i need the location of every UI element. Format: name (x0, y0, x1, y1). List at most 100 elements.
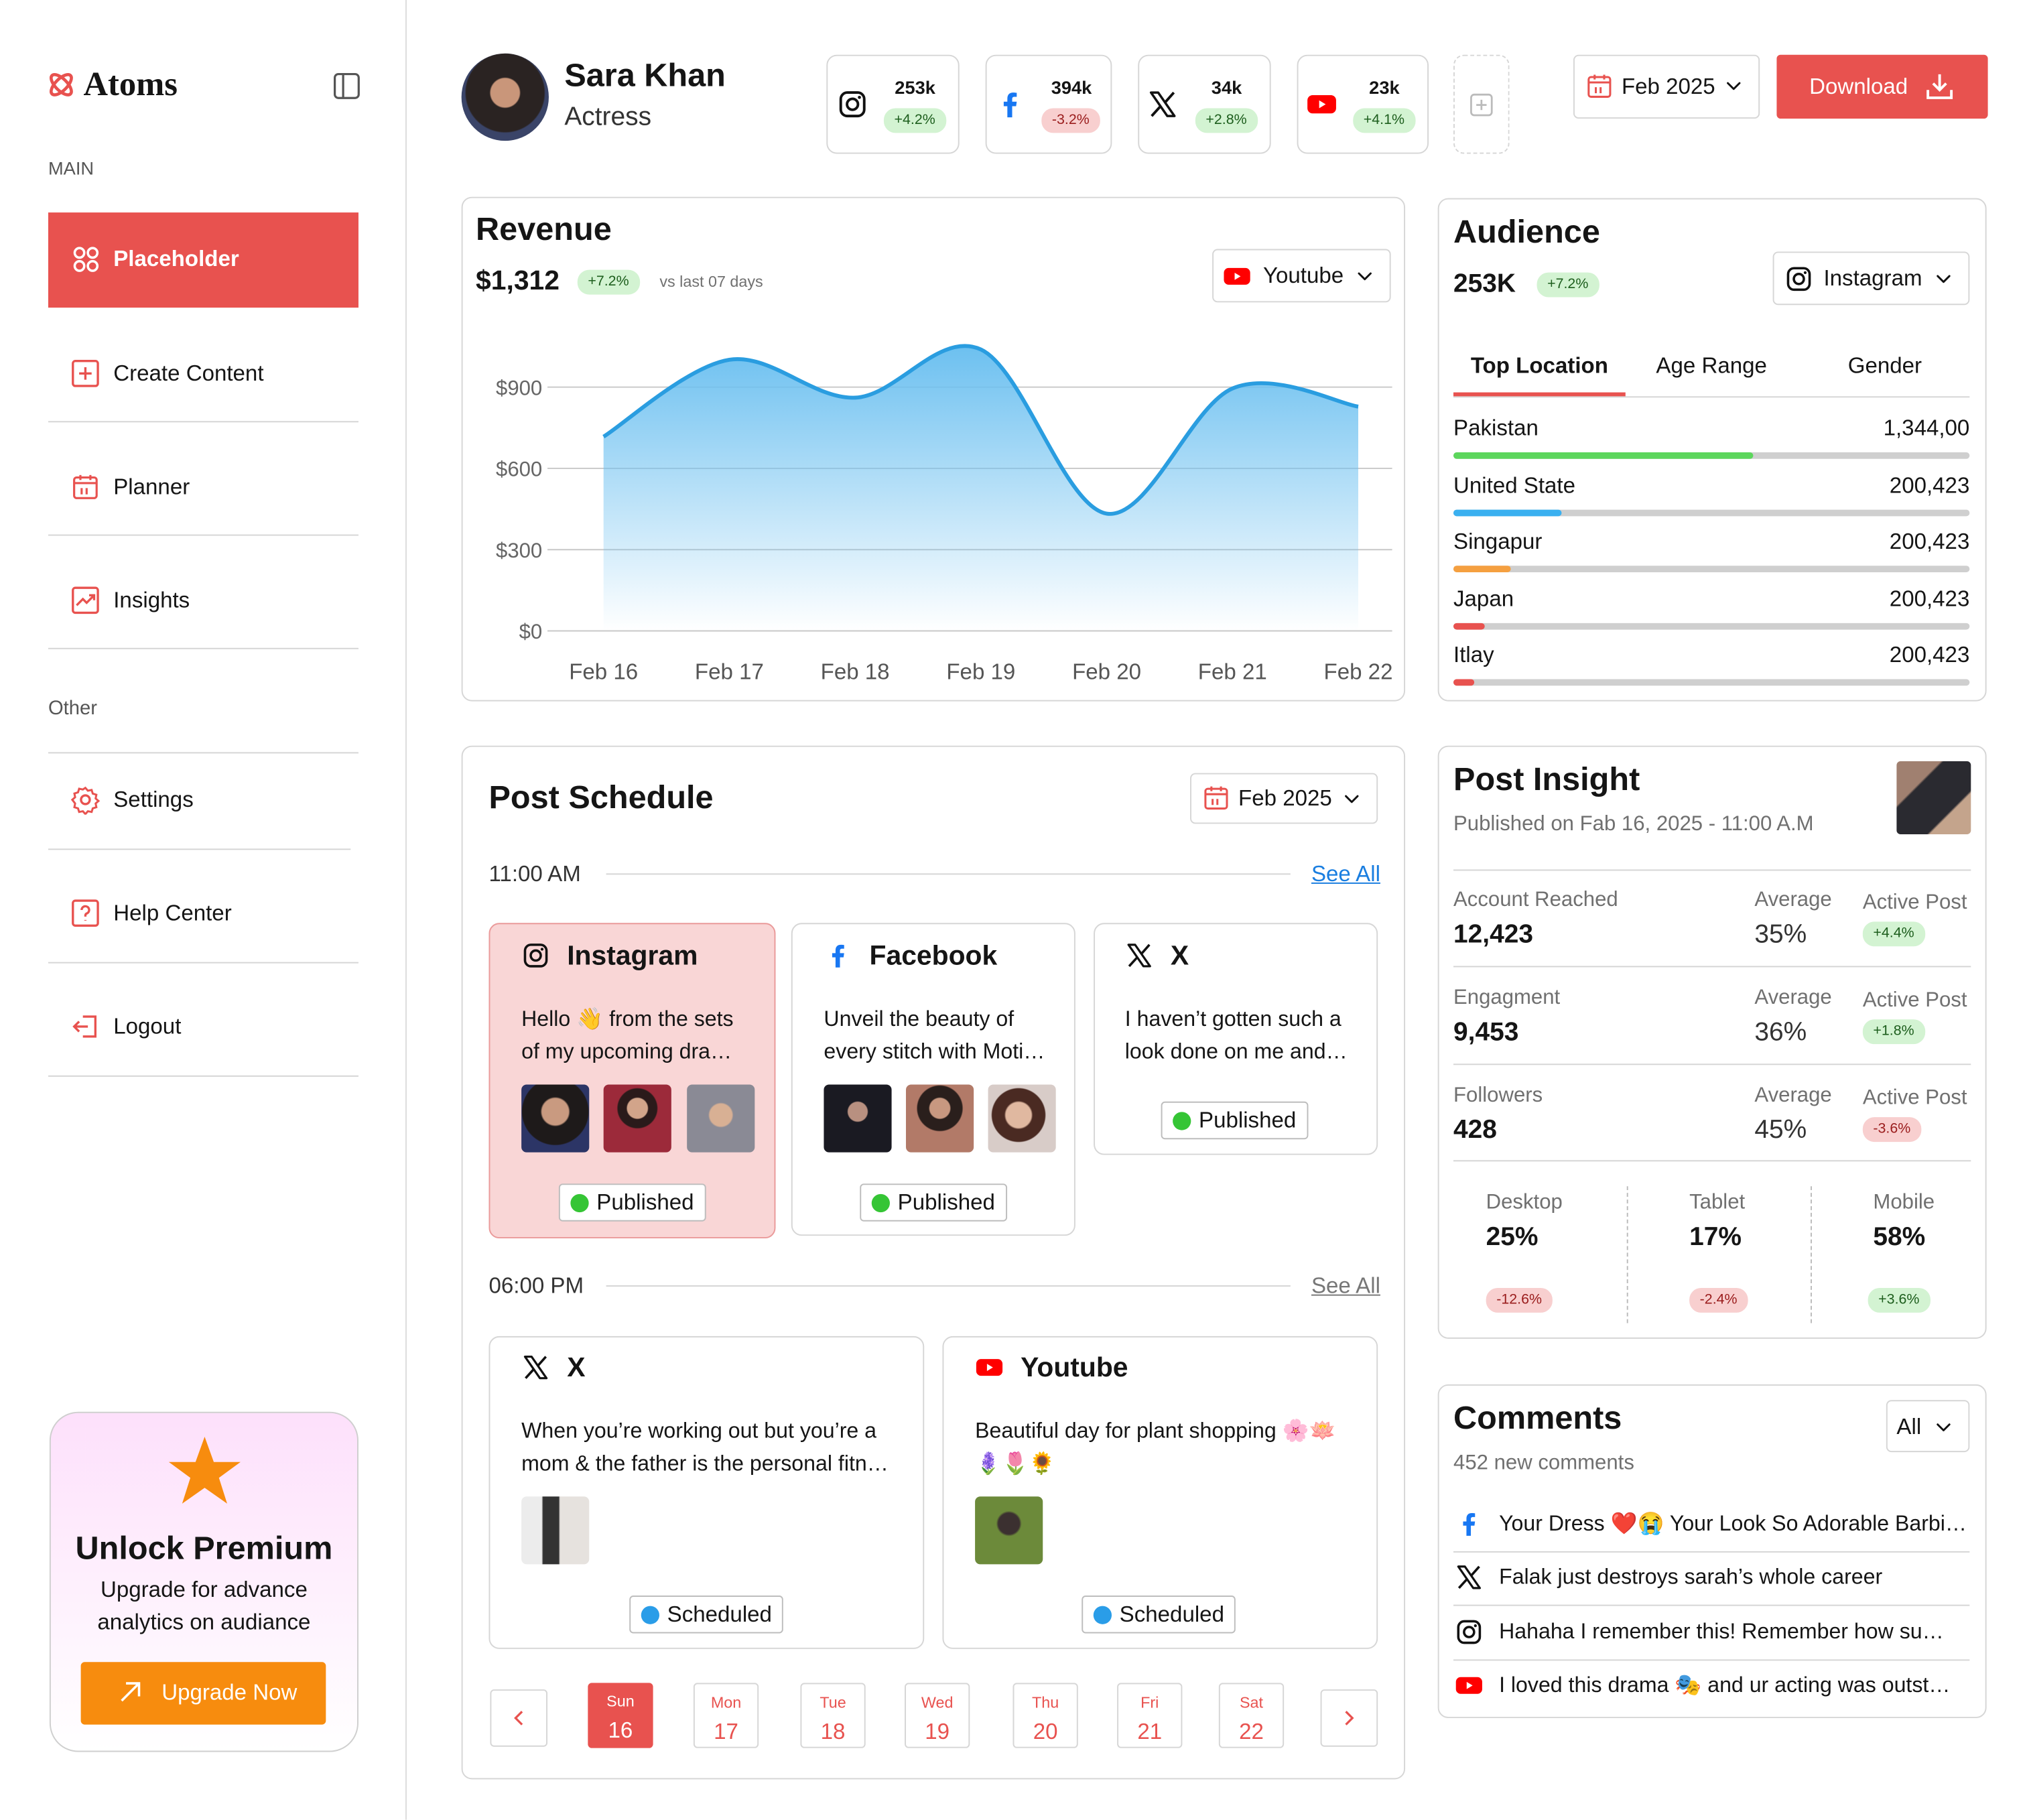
post-platform: Facebook (869, 941, 998, 972)
nav-label[interactable]: Insights (113, 588, 190, 613)
day[interactable]: Mon 17 (693, 1683, 759, 1748)
youtube-icon (1455, 1671, 1484, 1700)
published-date: Published on Fab 16, 2025 - 11:00 A.M (1453, 813, 1814, 836)
location-track (1453, 623, 1970, 630)
status-label: Published (897, 1190, 995, 1216)
post-platform: X (567, 1353, 586, 1383)
tab[interactable]: Gender (1847, 353, 1922, 379)
location-value: 1,344,00 (1883, 415, 1970, 441)
status-pill: Scheduled (1082, 1596, 1236, 1634)
day[interactable]: Tue 18 (800, 1683, 866, 1748)
stat-change: +2.8% (1195, 108, 1258, 133)
next-button[interactable] (1320, 1689, 1378, 1747)
nav-label: Placeholder (113, 246, 239, 271)
post-photo (1896, 761, 1971, 834)
x-tick-label: Feb 16 (569, 660, 638, 685)
day[interactable]: Thu 20 (1012, 1683, 1078, 1748)
active-label: Active Post (1862, 891, 1967, 914)
day-date: 18 (820, 1719, 846, 1744)
location-name: Japan (1453, 586, 1514, 611)
comment-text: Falak just destroys sarah’s whole career (1499, 1565, 1883, 1589)
section-label: MAIN (48, 157, 94, 179)
nav-separator (48, 421, 358, 423)
day[interactable]: Sat 22 (1218, 1683, 1285, 1748)
day-active[interactable]: Sun 16 (588, 1683, 653, 1748)
y-tick-label: $0 (519, 620, 543, 643)
see-all-link[interactable]: See All (1311, 861, 1380, 887)
day-date: 22 (1239, 1719, 1264, 1744)
nav-icon (72, 586, 99, 614)
stat-card[interactable] (826, 54, 960, 154)
slot-line (606, 873, 1291, 875)
audience-total: 253K (1453, 269, 1516, 299)
divider (1811, 1186, 1812, 1323)
tab-underline (1453, 392, 1626, 397)
see-all-link[interactable]: See All (1311, 1273, 1380, 1299)
premium-text: Upgrade for advance analytics on audianc… (97, 1577, 311, 1635)
day-name: Wed (921, 1693, 954, 1712)
day[interactable]: Wed 19 (905, 1683, 970, 1748)
separator (1453, 966, 1971, 968)
x-icon (521, 1353, 550, 1382)
device-value: 25% (1486, 1222, 1539, 1252)
facebook-icon (824, 941, 852, 970)
stat-value: 253k (895, 76, 935, 98)
nav-label[interactable]: Logout (113, 1014, 182, 1039)
nav-label[interactable]: Help Center (113, 901, 232, 926)
device-value: 17% (1689, 1222, 1742, 1252)
profile-name: Sara Khan (564, 57, 726, 94)
active-change: +1.8% (1862, 1019, 1925, 1045)
status-label: Scheduled (1119, 1602, 1224, 1627)
metric-value: 428 (1453, 1116, 1497, 1145)
revenue-comparison: vs last 07 days (659, 272, 763, 291)
comment-text: Your Dress ❤️😭 Your Look So Adorable Bar… (1499, 1512, 1967, 1536)
average-label: Average (1754, 1084, 1832, 1107)
upgrade-button[interactable] (80, 1662, 326, 1725)
status-dot (1093, 1606, 1112, 1624)
calendar-icon (1202, 783, 1231, 812)
location-value: 200,423 (1889, 472, 1970, 498)
date-dropdown[interactable] (1190, 773, 1378, 824)
location-value: 200,423 (1889, 643, 1970, 668)
post-text: Beautiful day for plant shopping 🌸🪷 🪻🌷🌻 (975, 1419, 1336, 1476)
device-name: Tablet (1689, 1191, 1746, 1214)
nav-label[interactable]: Settings (113, 787, 194, 812)
location-track (1453, 566, 1970, 573)
active-change: +4.4% (1862, 921, 1925, 947)
day-name: Tue (820, 1693, 846, 1712)
status-label: Published (1199, 1108, 1297, 1133)
prev-icon (514, 1711, 523, 1726)
youtube-icon (975, 1353, 1004, 1382)
download-icon (1926, 74, 1953, 99)
day[interactable]: Fri 21 (1117, 1683, 1183, 1748)
next-icon (1345, 1711, 1354, 1726)
location-name: Singapur (1453, 529, 1543, 555)
x-tick-label: Feb 21 (1198, 660, 1267, 685)
date-dropdown[interactable] (1573, 54, 1760, 119)
tab-active[interactable]: Top Location (1470, 353, 1608, 379)
source-dropdown[interactable] (1772, 251, 1970, 306)
prev-button[interactable] (490, 1689, 548, 1747)
day-name: Sat (1239, 1693, 1263, 1712)
stat-value: 23k (1369, 76, 1400, 98)
section-label: Other (48, 697, 97, 720)
day-date: 19 (925, 1719, 950, 1744)
metric-value: 9,453 (1453, 1018, 1519, 1047)
filter-dropdown[interactable] (1886, 1400, 1970, 1453)
tab[interactable]: Age Range (1656, 353, 1767, 379)
day-date: 16 (608, 1717, 633, 1743)
tab-line (1453, 396, 1970, 398)
collapse-button[interactable] (332, 72, 361, 101)
nav-icon (72, 360, 99, 387)
post-platform: X (1170, 941, 1189, 972)
nav-label[interactable]: Create Content (113, 361, 264, 386)
download-button[interactable] (1776, 54, 1988, 119)
post-platform: Instagram (567, 941, 698, 972)
brand-logo (50, 73, 73, 96)
post-text: I haven’t gotten such a look done on me … (1124, 1007, 1348, 1064)
day-name: Sun (606, 1691, 635, 1711)
separator (1453, 1551, 1970, 1553)
nav-item-active[interactable] (48, 212, 358, 308)
nav-label[interactable]: Planner (113, 474, 190, 500)
